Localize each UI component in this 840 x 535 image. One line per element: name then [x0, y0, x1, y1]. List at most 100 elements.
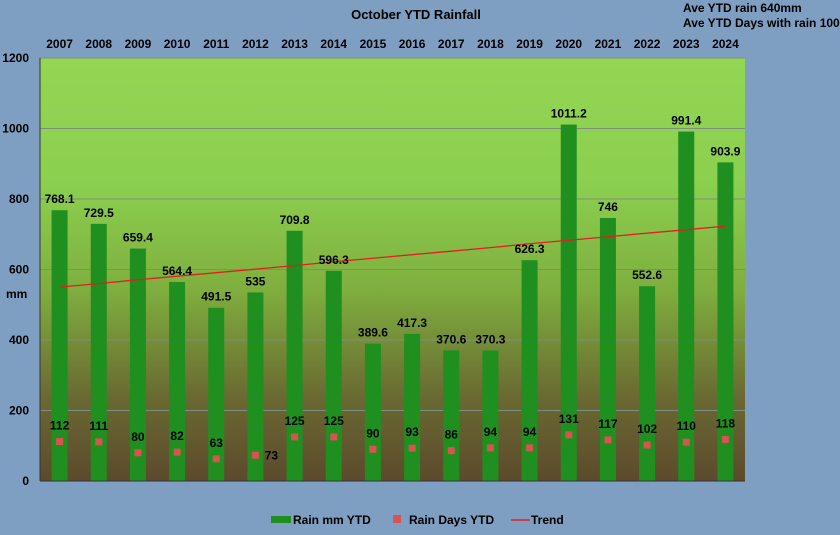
rain-bar — [325, 270, 342, 481]
x-tick-label: 2018 — [477, 37, 504, 51]
rain-bar — [286, 230, 303, 481]
y-tick-label: 800 — [9, 192, 29, 206]
rain-value-label: 417.3 — [397, 316, 427, 330]
legend-swatch-rain-days — [393, 515, 401, 523]
axes: 0 200 400 600 800 1000 1200 2007 2008 2009 2010 201… — [2, 37, 745, 488]
rain-bar — [599, 218, 616, 481]
rain-days-marker — [408, 444, 416, 452]
x-tick-label: 2013 — [281, 37, 308, 51]
rain-days-label: 110 — [677, 419, 697, 433]
rain-days-marker — [369, 445, 377, 453]
rain-value-label: 659.4 — [123, 231, 153, 245]
rain-days-label: 94 — [484, 425, 498, 439]
rain-bar — [678, 131, 695, 481]
x-tick-label: 2022 — [634, 37, 661, 51]
rain-bar — [443, 350, 460, 481]
bar-series — [51, 124, 734, 481]
rain-value-label: 768.1 — [45, 192, 75, 206]
x-tick-label: 2008 — [85, 37, 112, 51]
trend-line — [59, 225, 726, 288]
rain-days-label: 82 — [170, 429, 184, 443]
rain-bar — [404, 333, 421, 481]
x-tick-label: 2024 — [712, 37, 739, 51]
rain-bar — [521, 260, 538, 481]
rain-days-marker — [134, 449, 142, 457]
rain-days-label: 112 — [50, 419, 70, 433]
rain-bar — [482, 350, 499, 481]
rain-days-label: 93 — [405, 425, 419, 439]
rain-value-label: 1011.2 — [551, 107, 587, 121]
rain-days-label: 94 — [523, 425, 537, 439]
rain-bar — [51, 210, 68, 481]
y-axis-label: mm — [6, 287, 27, 301]
x-tick-label: 2016 — [399, 37, 426, 51]
y-tick-label: 400 — [9, 333, 29, 347]
rain-days-label: 111 — [89, 419, 108, 433]
rain-days-marker — [604, 436, 612, 444]
rain-bar — [717, 162, 734, 481]
rain-days-series — [56, 431, 729, 463]
rain-days-label: 86 — [445, 428, 459, 442]
rain-value-label: 370.6 — [436, 332, 466, 346]
rain-days-marker — [447, 447, 455, 455]
rain-days-label: 118 — [716, 416, 736, 430]
rain-days-label: 125 — [324, 414, 344, 428]
rain-days-marker — [330, 433, 338, 441]
rain-bar — [169, 282, 186, 481]
gridlines — [40, 57, 745, 411]
rain-value-label: 564.4 — [162, 264, 192, 278]
legend-label-trend: Trend — [531, 513, 564, 527]
rain-value-label: 729.5 — [84, 206, 114, 220]
rain-days-label: 63 — [210, 436, 224, 450]
legend-swatch-rain-mm — [271, 516, 291, 523]
rain-days-label: 131 — [559, 412, 579, 426]
rain-value-label: 535 — [245, 274, 265, 288]
rain-days-label: 80 — [131, 430, 145, 444]
legend-label-rain-days: Rain Days YTD — [409, 513, 494, 527]
rain-days-label: 90 — [366, 426, 380, 440]
x-tick-label: 2007 — [46, 37, 73, 51]
rain-value-label: 991.4 — [671, 114, 701, 128]
x-tick-label: 2019 — [516, 37, 543, 51]
y-tick-label: 1200 — [2, 51, 29, 65]
x-tick-label: 2023 — [673, 37, 700, 51]
y-tick-label: 600 — [9, 263, 29, 277]
rain-days-marker — [565, 431, 573, 439]
rain-days-marker — [721, 435, 729, 443]
rain-bar — [129, 248, 146, 481]
rain-bar — [247, 292, 264, 481]
rain-days-marker — [682, 438, 690, 446]
x-tick-label: 2012 — [242, 37, 269, 51]
rain-value-label: 709.8 — [280, 213, 310, 227]
note-average-rain: Ave YTD rain 640mm — [683, 1, 802, 15]
rain-bar — [560, 124, 577, 481]
rain-days-marker — [95, 438, 103, 446]
rain-days-label: 125 — [285, 414, 305, 428]
x-tick-label: 2011 — [203, 37, 229, 51]
rain-days-label: 117 — [598, 417, 618, 431]
rain-bar — [639, 286, 656, 481]
legend: Rain mm YTD Rain Days YTD Trend — [271, 513, 564, 527]
rain-days-marker — [251, 451, 259, 459]
x-tick-label: 2015 — [360, 37, 387, 51]
rain-value-label: 903.9 — [710, 144, 740, 158]
rain-bar — [208, 307, 225, 481]
chart-title: October YTD Rainfall — [351, 7, 481, 22]
note-average-days: Ave YTD Days with rain 100 — [683, 16, 840, 30]
rain-value-label: 596.3 — [319, 253, 349, 267]
rain-days-marker — [56, 438, 64, 446]
x-tick-label: 2009 — [125, 37, 152, 51]
x-tick-label: 2017 — [438, 37, 465, 51]
rain-value-label: 370.3 — [475, 332, 505, 346]
trend-series — [59, 225, 726, 288]
rain-value-label: 746 — [598, 200, 618, 214]
y-tick-label: 200 — [9, 404, 29, 418]
x-tick-label: 2010 — [164, 37, 191, 51]
x-tick-label: 2021 — [595, 37, 622, 51]
rain-value-label: 389.6 — [358, 326, 388, 340]
rain-days-marker — [486, 444, 494, 452]
rain-days-marker — [643, 441, 651, 449]
rain-days-label: 73 — [265, 448, 279, 462]
rain-value-label: 552.6 — [632, 268, 662, 282]
